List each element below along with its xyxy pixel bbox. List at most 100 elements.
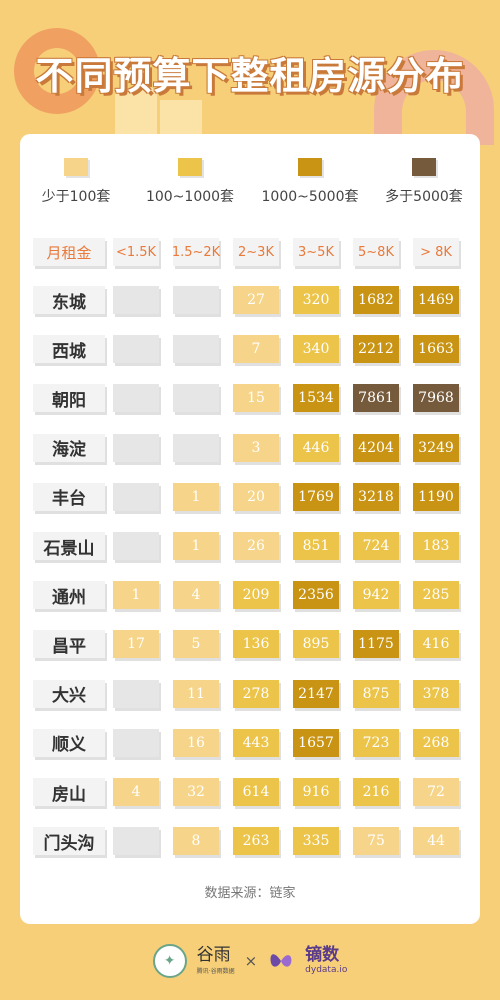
bird-icon: ✦ xyxy=(152,944,187,978)
legend: 少于100套 100~1000套 1000~5000套 多于5000套 xyxy=(20,158,480,218)
district-label: 通州 xyxy=(33,581,105,610)
legend-swatch xyxy=(412,158,436,176)
heatmap-cell xyxy=(113,827,159,856)
column-header: <1.5K xyxy=(113,238,159,266)
legend-item: 多于5000套 xyxy=(374,158,474,206)
table-row: 门头沟 8 263 335 75 44 xyxy=(20,827,480,861)
heatmap-cell: 378 xyxy=(413,679,459,708)
corner-label: 月租金 xyxy=(33,238,105,266)
decorative-circle-inner xyxy=(34,48,80,94)
heatmap-cell: 4 xyxy=(173,581,219,610)
table-row: 丰台 1 20 1769 3218 1190 xyxy=(20,482,480,517)
legend-label: 少于100套 xyxy=(41,189,111,205)
heatmap-cell: 851 xyxy=(293,532,339,560)
legend-swatch xyxy=(64,158,88,176)
page-title: 不同预算下整租房源分布 xyxy=(35,53,465,98)
heatmap-cell xyxy=(113,728,159,757)
heatmap-cell: 3 xyxy=(233,433,279,462)
heatmap-cell: 942 xyxy=(353,581,399,610)
heatmap-cell: 278 xyxy=(233,679,279,708)
legend-swatch xyxy=(298,158,322,176)
table-row: 石景山 1 26 851 724 183 xyxy=(20,532,480,566)
heatmap-cell xyxy=(173,384,219,413)
heatmap-cell: 443 xyxy=(233,728,279,757)
heatmap-cell xyxy=(113,679,159,708)
heatmap-cell: 11 xyxy=(173,679,219,708)
heatmap-cell xyxy=(113,335,159,364)
heatmap-cell: 1 xyxy=(173,482,219,511)
heatmap-cell: 340 xyxy=(293,335,339,364)
district-label: 西城 xyxy=(33,335,105,364)
separator: × xyxy=(244,952,258,970)
header-row: 月租金 <1.5K 1.5~2K 2~3K 3~5K 5~8K > 8K xyxy=(20,238,480,272)
heatmap-cell: 209 xyxy=(233,581,279,610)
table-row: 海淀 3 446 4204 3249 xyxy=(20,433,480,468)
heatmap-cell: 32 xyxy=(173,778,219,806)
brand-dishu-name: 镝数 xyxy=(305,945,340,965)
heatmap-cell: 1 xyxy=(173,532,219,560)
legend-label: 多于5000套 xyxy=(385,189,463,205)
table-row: 大兴 11 278 2147 875 378 xyxy=(20,679,480,714)
column-header: 5~8K xyxy=(353,238,399,266)
district-label: 东城 xyxy=(33,286,105,314)
heatmap-cell: 1469 xyxy=(413,286,459,314)
heatmap-cell xyxy=(113,286,159,314)
brand-dishu: 镝数 dydata.io xyxy=(305,945,347,976)
heatmap-cell: 2147 xyxy=(293,679,339,708)
column-header: 1.5~2K xyxy=(172,238,220,266)
heatmap-cell: 75 xyxy=(353,827,399,856)
heatmap-cell xyxy=(113,532,159,560)
heatmap-cell: 1190 xyxy=(413,482,459,511)
heatmap-cell: 335 xyxy=(293,827,339,856)
heatmap-cell: 724 xyxy=(353,532,399,560)
table-row: 西城 7 340 2212 1663 xyxy=(20,335,480,369)
heatmap-cell: 614 xyxy=(233,778,279,806)
heatmap-cell: 7 xyxy=(233,335,279,364)
heatmap-cell: 285 xyxy=(413,581,459,610)
heatmap-cell: 17 xyxy=(113,630,159,659)
heatmap-cell: 4204 xyxy=(353,433,399,462)
brand-guyu: 谷雨 腾讯·谷雨数据 xyxy=(196,947,235,976)
heatmap-cell: 27 xyxy=(233,286,279,314)
heatmap-cell: 15 xyxy=(233,384,279,413)
legend-item: 100~1000套 xyxy=(140,158,240,206)
decorative-block xyxy=(160,100,202,140)
heatmap-cell: 216 xyxy=(353,778,399,806)
heatmap-cell: 44 xyxy=(413,827,459,856)
heatmap-cell: 723 xyxy=(353,728,399,757)
table-row: 顺义 16 443 1657 723 268 xyxy=(20,728,480,763)
heatmap-cell xyxy=(113,433,159,462)
decorative-block xyxy=(115,88,157,140)
heatmap-cell: 1534 xyxy=(293,384,339,413)
heatmap-cell: 1769 xyxy=(293,482,339,511)
heatmap-cell: 136 xyxy=(233,630,279,659)
table-row: 房山 4 32 614 916 216 72 xyxy=(20,778,480,812)
heatmap-cell: 16 xyxy=(173,728,219,757)
district-label: 朝阳 xyxy=(33,384,105,413)
table-row: 东城 27 320 1682 1469 xyxy=(20,286,480,320)
heatmap-cell: 7861 xyxy=(353,384,399,413)
heatmap-cell: 20 xyxy=(233,482,279,511)
column-header: 2~3K xyxy=(233,238,279,266)
heatmap-cell: 875 xyxy=(353,679,399,708)
heatmap-cell: 916 xyxy=(293,778,339,806)
heatmap-cell: 7968 xyxy=(413,384,459,413)
brand-guyu-sub: 腾讯·谷雨数据 xyxy=(196,968,235,975)
district-label: 昌平 xyxy=(33,630,105,659)
column-header: > 8K xyxy=(413,238,459,266)
heatmap-cell: 1663 xyxy=(413,335,459,364)
heatmap-cell: 8 xyxy=(173,827,219,856)
heatmap-cell: 4 xyxy=(113,778,159,806)
heatmap-cell: 1175 xyxy=(353,630,399,659)
legend-label: 1000~5000套 xyxy=(261,189,359,205)
heatmap-cell: 1682 xyxy=(353,286,399,314)
footer: ✦ 谷雨 腾讯·谷雨数据 × 镝数 dydata.io xyxy=(0,940,500,982)
heatmap-cell: 72 xyxy=(413,778,459,806)
heatmap-cell: 3218 xyxy=(353,482,399,511)
district-label: 大兴 xyxy=(33,679,105,708)
heatmap-cell xyxy=(113,384,159,413)
legend-item: 少于100套 xyxy=(26,158,126,206)
heatmap-cell: 268 xyxy=(413,728,459,757)
heatmap-cell xyxy=(173,286,219,314)
data-source: 数据来源：链家 xyxy=(204,886,296,901)
